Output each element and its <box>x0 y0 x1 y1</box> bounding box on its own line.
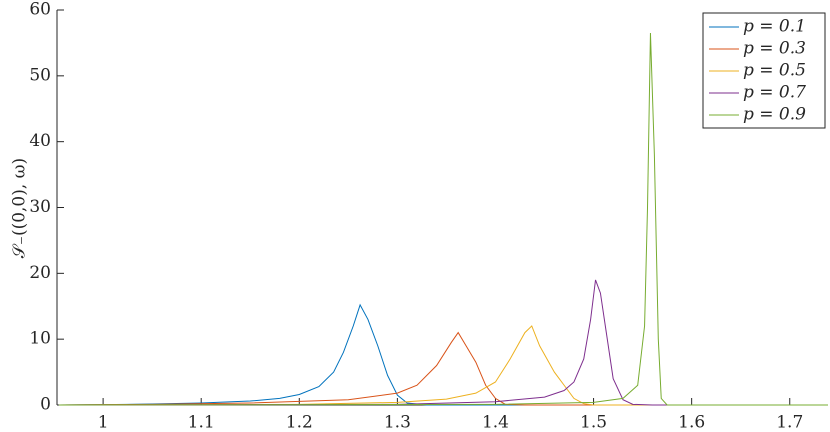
x-tick-label: 1.2 <box>286 413 313 432</box>
y-tick-label: 50 <box>29 65 51 85</box>
x-tick-label: 1.5 <box>580 413 607 432</box>
series-line <box>58 325 828 406</box>
legend-label: p = 0.3 <box>743 39 806 59</box>
x-tick-label: 1.1 <box>188 413 215 432</box>
series-line <box>58 33 828 406</box>
series-line <box>58 331 828 406</box>
legend-label: p = 0.9 <box>743 105 806 125</box>
y-axis-label: 𝒮₋((0,0), ω) <box>10 158 30 258</box>
y-tick-label: 60 <box>29 0 51 20</box>
x-tick-label: 1.4 <box>482 413 509 432</box>
y-tick-label: 40 <box>29 131 51 151</box>
x-tick-label: 1 <box>98 413 109 432</box>
legend-label: p = 0.1 <box>743 17 806 37</box>
y-tick-label: 20 <box>29 263 51 283</box>
legend-label: p = 0.5 <box>743 61 806 81</box>
x-tick-label: 1.7 <box>776 413 803 432</box>
series-line <box>58 279 828 406</box>
series-line <box>58 303 828 406</box>
y-tick-label: 0 <box>40 395 51 415</box>
y-tick-label: 10 <box>29 329 51 349</box>
x-tick-label: 1.6 <box>678 413 705 432</box>
legend-label: p = 0.7 <box>743 83 806 103</box>
x-tick-label: 1.3 <box>384 413 411 432</box>
y-tick-label: 30 <box>29 197 51 217</box>
